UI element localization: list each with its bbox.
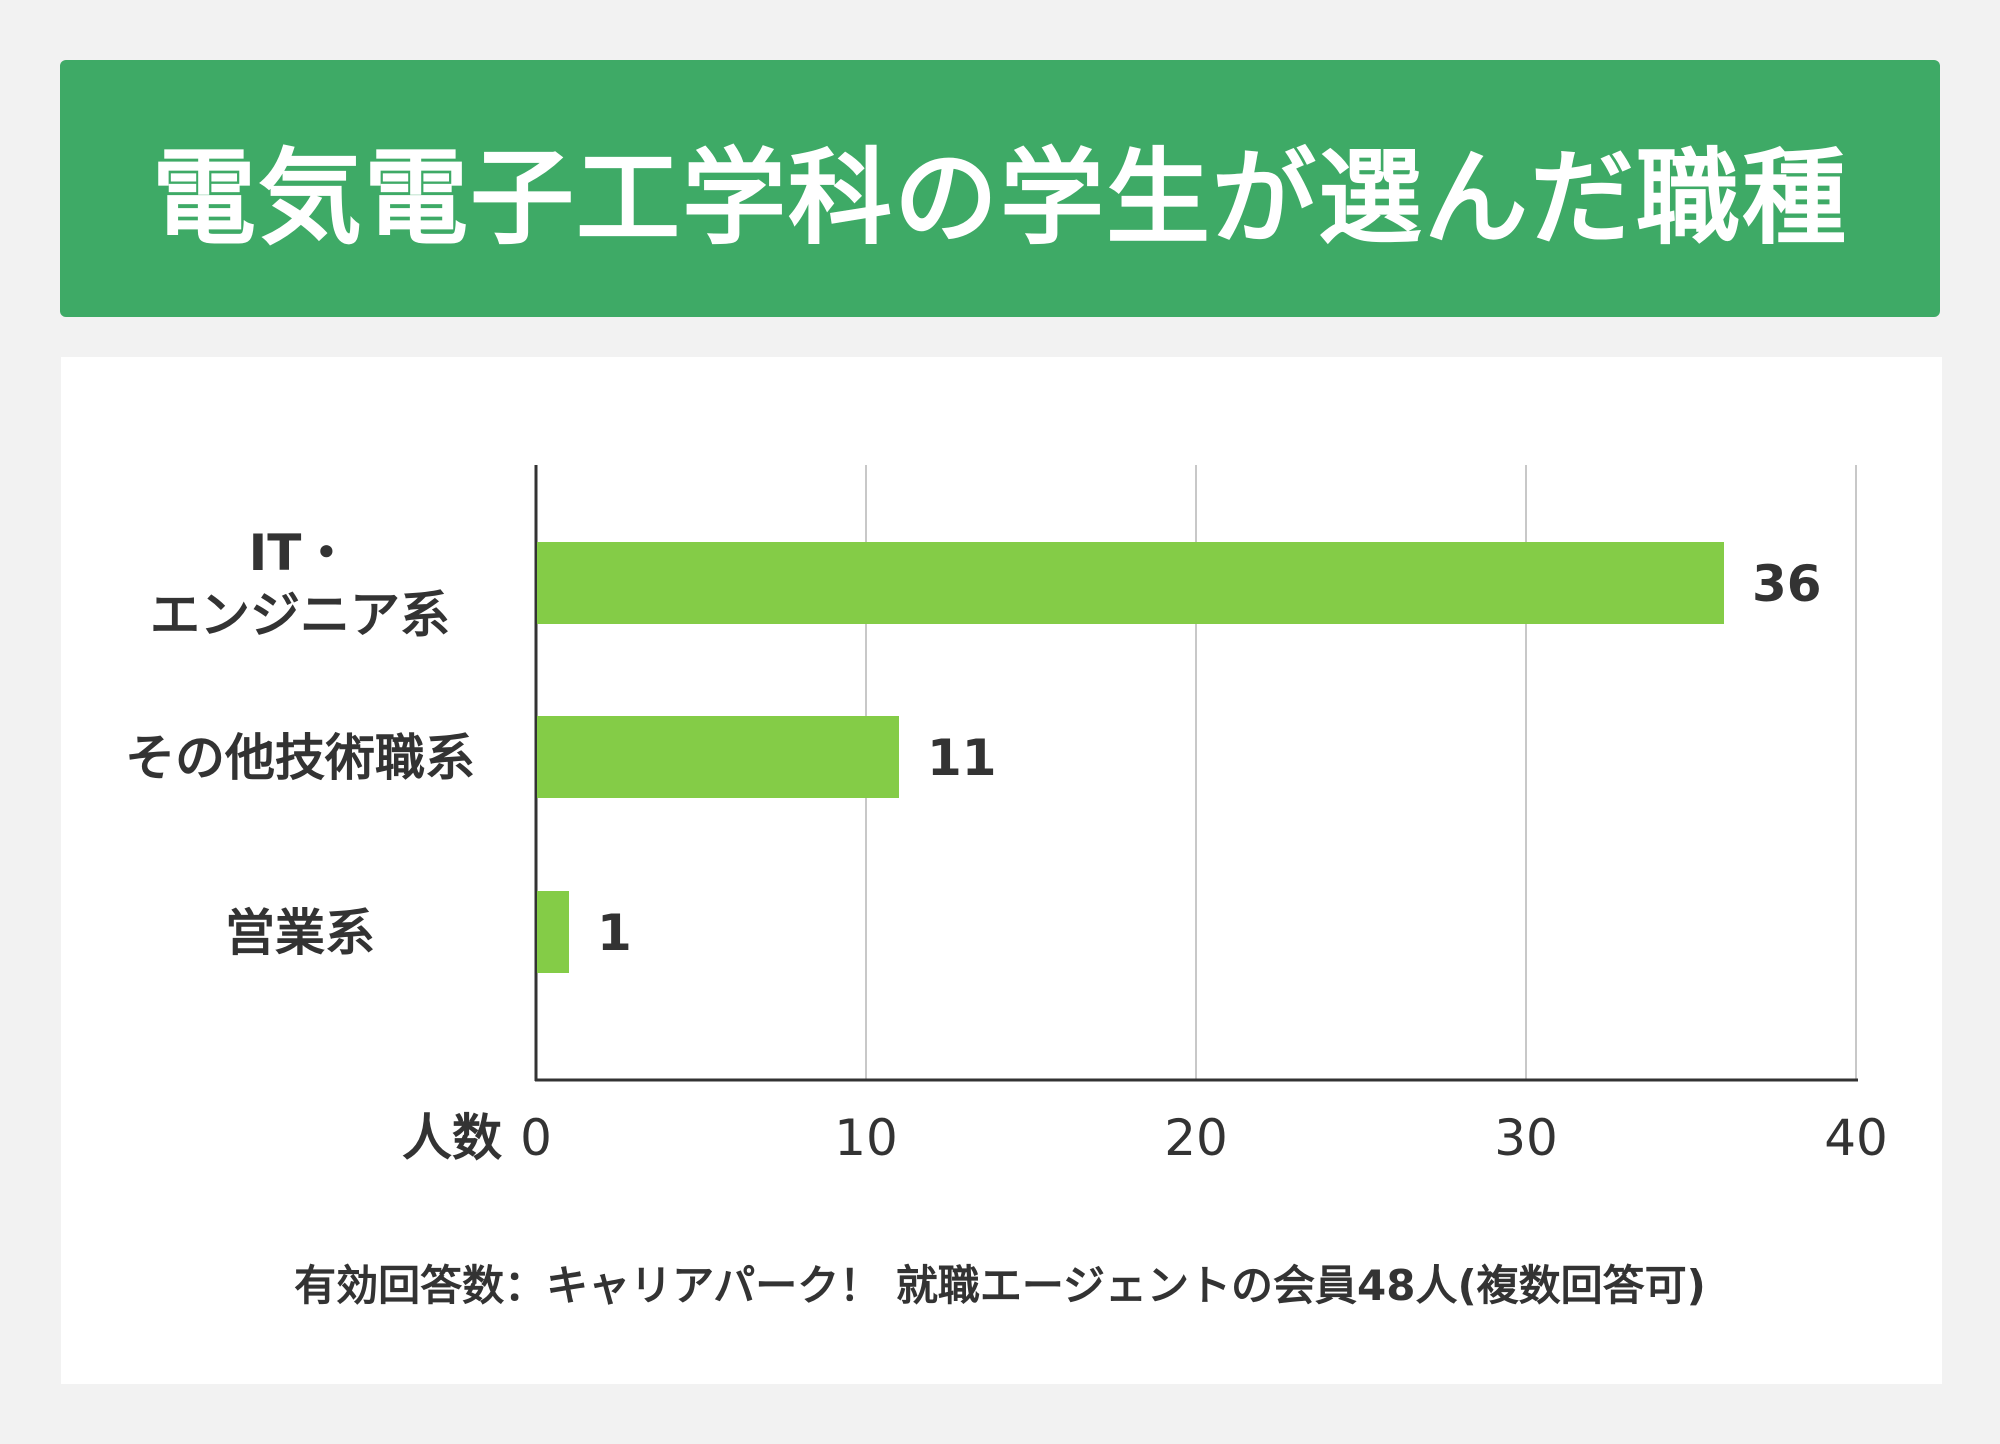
data-label-0: 36 — [1752, 555, 1822, 613]
x-tick-label-40: 40 — [1824, 1109, 1888, 1167]
x-tick-label-20: 20 — [1164, 1109, 1228, 1167]
x-tick-label-0: 0 — [520, 1109, 552, 1167]
x-tick-label-10: 10 — [834, 1109, 898, 1167]
footnote: 有効回答数：キャリアパーク！ 就職エージェントの会員48人(複数回答可) — [294, 1261, 1706, 1310]
title-banner: 電気電子工学科の学生が選んだ職種 — [60, 60, 1940, 317]
chart-title: 電気電子工学科の学生が選んだ職種 — [151, 137, 1848, 259]
data-label-2: 1 — [597, 904, 632, 962]
category-label-2: 営業系 — [225, 904, 375, 962]
bar-1 — [537, 716, 899, 798]
x-axis-label: 人数 — [402, 1109, 502, 1167]
bar-2 — [537, 891, 569, 973]
data-label-1: 11 — [927, 729, 997, 787]
x-tick-label-30: 30 — [1494, 1109, 1558, 1167]
category-label-1: その他技術職系 — [125, 729, 475, 787]
chart-card — [61, 357, 1942, 1384]
category-label-0: IT・エンジニア系 — [150, 524, 450, 644]
bar-0 — [537, 542, 1724, 624]
